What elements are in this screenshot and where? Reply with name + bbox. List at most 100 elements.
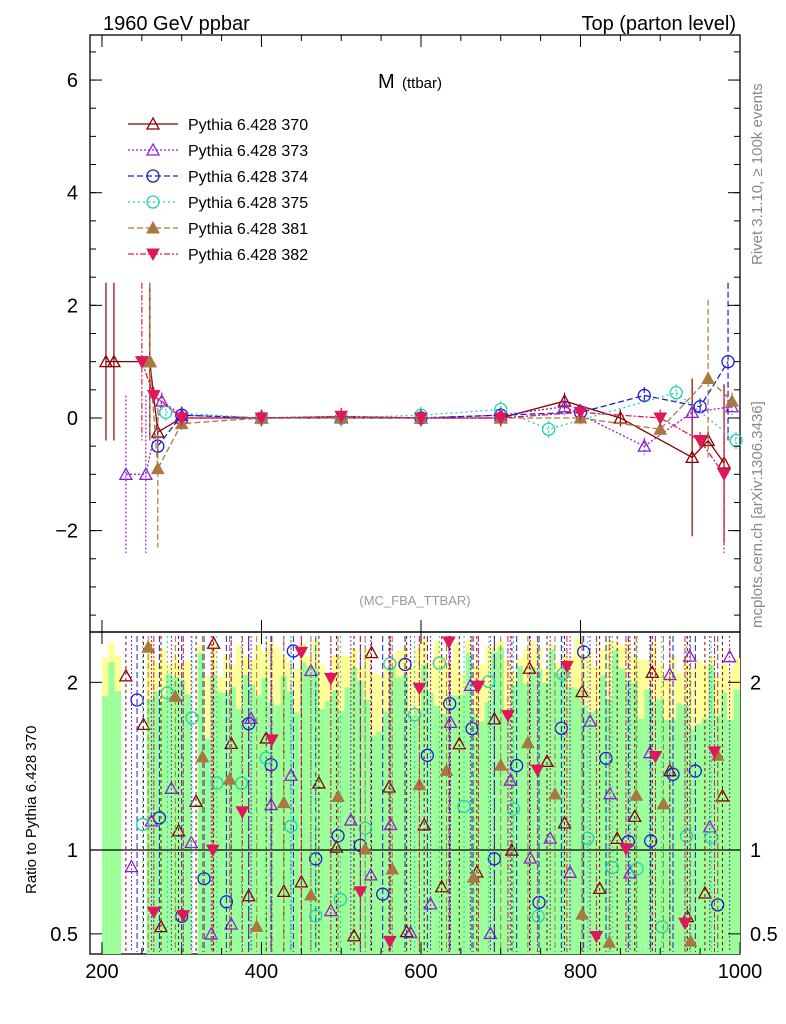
ratio-curves — [118, 635, 737, 952]
ratio-band-green — [408, 714, 415, 954]
ratio-point — [560, 660, 574, 674]
ratio-band-green — [733, 689, 740, 954]
ratio-point — [135, 817, 150, 832]
ratio-point — [483, 926, 498, 940]
ratio-point — [423, 896, 438, 910]
ratio-band-green — [210, 674, 217, 954]
ratio-xtick-label: 600 — [404, 961, 437, 983]
plot-title: M — [378, 71, 395, 93]
ratio-point — [346, 928, 362, 942]
ratio-band-green — [248, 684, 256, 954]
ratio-point — [176, 910, 191, 923]
ratio-point — [434, 879, 449, 893]
ratio-band-green — [440, 713, 447, 954]
ratio-ytick-label: 0.5 — [50, 924, 78, 946]
ratio-point — [602, 935, 617, 948]
ratio-band-green — [401, 675, 409, 954]
ratio-band-green — [184, 694, 192, 954]
ratio-point — [146, 906, 161, 920]
ratio-ytick-label: 1 — [67, 840, 78, 862]
ratio-band-green — [720, 692, 728, 954]
ratio-band-green — [165, 673, 173, 954]
series-point — [138, 466, 153, 480]
ratio-point — [141, 640, 156, 653]
ratio-band-green — [459, 694, 466, 954]
ratio-point — [442, 636, 456, 649]
ratio-band-green — [286, 691, 294, 954]
ratio-point — [224, 916, 239, 930]
series-point — [717, 468, 731, 482]
ratio-band-green — [574, 688, 581, 954]
analysis-label: (MC_FBA_TTBAR) — [359, 593, 470, 608]
ratio-point — [602, 786, 618, 800]
ratio-band-green — [503, 714, 511, 954]
ratio-band-green — [274, 705, 281, 954]
series-point — [174, 412, 189, 426]
series-point — [669, 385, 683, 400]
plot-title-sub: (ttbar) — [402, 75, 442, 92]
ratio-point — [443, 714, 458, 728]
ratio-band-green — [510, 685, 517, 954]
ratio-point — [532, 895, 546, 910]
ratio-point — [363, 867, 378, 881]
ratio-band-green — [331, 690, 339, 954]
ratio-point — [195, 749, 210, 763]
ratio-point — [249, 919, 264, 932]
series-point — [118, 466, 133, 480]
ratio-point — [412, 682, 427, 696]
ratio-band-green — [708, 665, 715, 954]
ratio-point — [589, 930, 604, 944]
ratio-xtick-label: 400 — [245, 961, 278, 983]
ratio-band-green — [644, 689, 651, 954]
ratio-ytick-label-right: 1 — [750, 840, 761, 862]
ratio-xtick-label: 200 — [85, 961, 118, 983]
ratio-point — [522, 660, 537, 674]
ratio-band-green — [369, 735, 377, 954]
series-point — [154, 393, 169, 407]
ratio-point — [688, 764, 702, 778]
ratio-band-green — [561, 665, 568, 954]
ratio-band-green — [637, 718, 645, 954]
series-point — [146, 389, 161, 403]
legend-label: Pythia 6.428 381 — [188, 221, 308, 238]
main-ytick-label: 6 — [67, 70, 78, 92]
ratio-point — [264, 758, 278, 772]
ratio-xtick-label: 1000 — [718, 961, 763, 983]
ratio-point — [164, 780, 179, 794]
ratio-point — [722, 649, 737, 663]
ratio-point — [329, 839, 344, 853]
ratio-point — [715, 788, 730, 802]
series-point — [98, 354, 114, 368]
series-point — [254, 412, 269, 426]
series-point — [142, 354, 157, 368]
ratio-band-green — [452, 695, 460, 954]
ratio-point — [627, 808, 642, 822]
ratio-point — [577, 645, 591, 659]
ratio-ytick-label-right: 2 — [750, 672, 761, 694]
series-point — [150, 461, 165, 475]
ratio-band-green — [280, 675, 287, 954]
ratio-point — [548, 786, 562, 800]
ratio-point — [504, 842, 519, 856]
ratio-point — [557, 815, 572, 829]
ratio-point — [556, 667, 570, 681]
series-point — [725, 394, 739, 407]
ratio-point — [358, 841, 372, 855]
ratio-point — [439, 763, 454, 776]
ratio-point — [197, 872, 211, 886]
ratio-band-green — [478, 721, 485, 954]
series-point — [557, 393, 572, 407]
series-point — [334, 410, 349, 424]
ratio-point — [160, 686, 175, 700]
ratio-band-green — [325, 700, 332, 954]
series-point — [541, 422, 556, 436]
ratio-point — [697, 885, 713, 899]
ratio-point — [136, 716, 151, 731]
ratio-xtick-label: 800 — [564, 961, 597, 983]
ratio-band-green — [261, 678, 268, 954]
ratio-point — [276, 884, 291, 898]
ratio-band-green — [235, 708, 243, 954]
ratio-point — [648, 750, 663, 764]
ratio-point — [666, 767, 680, 781]
ratio-band-green — [382, 711, 390, 954]
